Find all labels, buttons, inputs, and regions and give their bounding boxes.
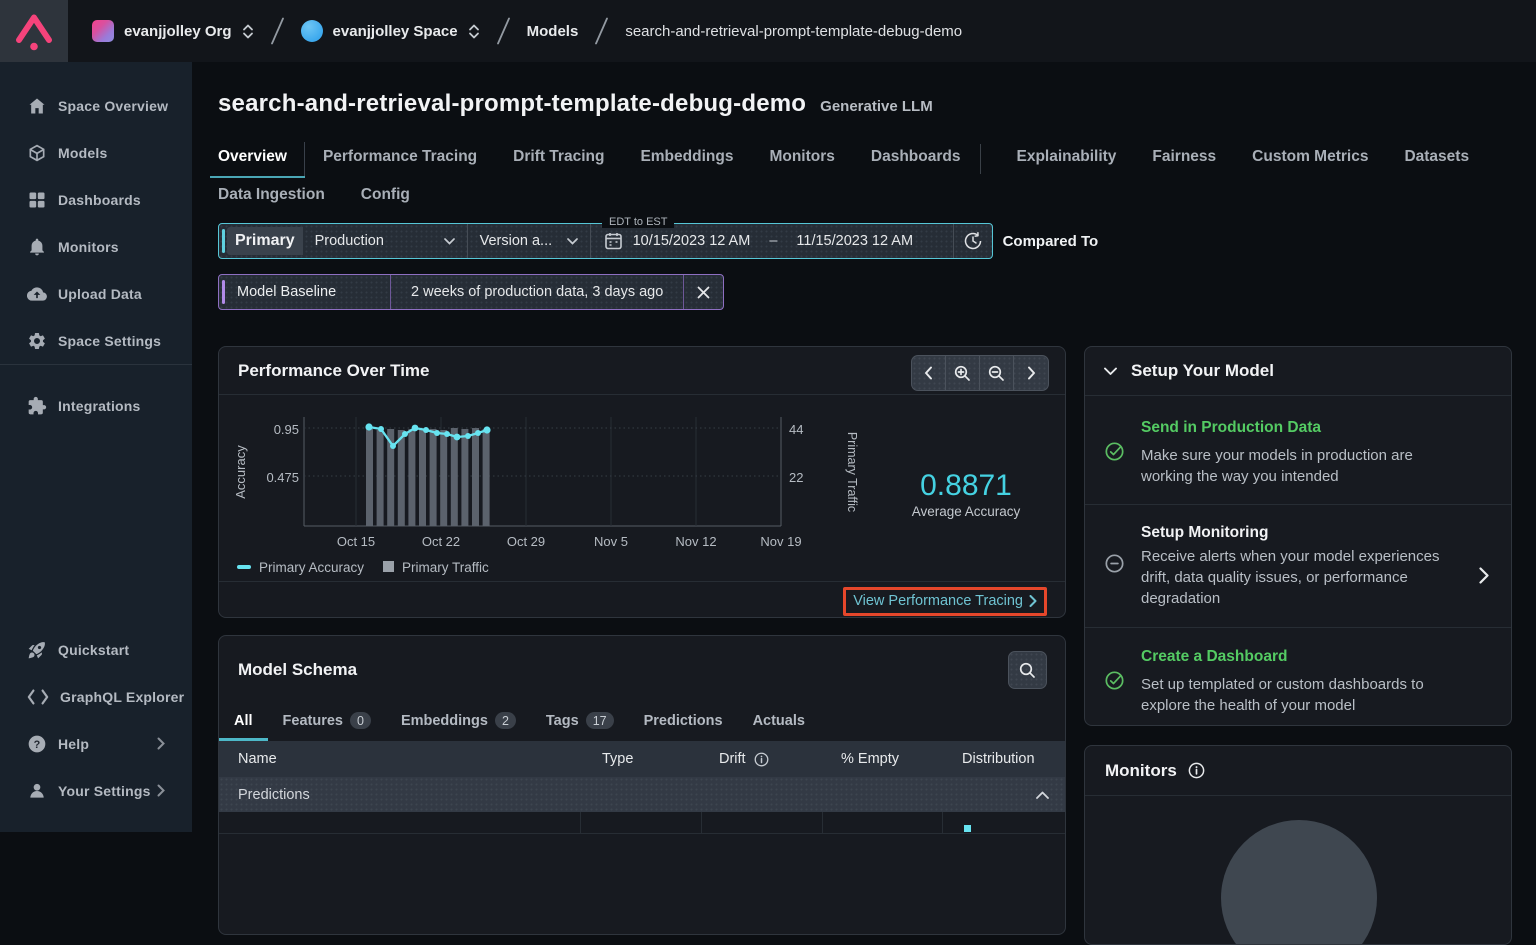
svg-text:Oct 15: Oct 15 xyxy=(337,534,375,549)
svg-text:Oct 29: Oct 29 xyxy=(507,534,545,549)
svg-text:0.8871: 0.8871 xyxy=(920,469,1012,502)
svg-text:Average Accuracy: Average Accuracy xyxy=(912,504,1021,519)
svg-text:0.95: 0.95 xyxy=(274,422,299,437)
svg-text:Primary Accuracy: Primary Accuracy xyxy=(259,560,364,575)
svg-text:Nov 19: Nov 19 xyxy=(760,534,801,549)
svg-text:Primary Traffic: Primary Traffic xyxy=(845,432,859,512)
svg-text:0.475: 0.475 xyxy=(266,470,299,485)
svg-text:Nov 12: Nov 12 xyxy=(675,534,716,549)
svg-text:Oct 22: Oct 22 xyxy=(422,534,460,549)
svg-text:44: 44 xyxy=(789,422,803,437)
svg-text:Nov 5: Nov 5 xyxy=(594,534,628,549)
svg-text:Accuracy: Accuracy xyxy=(233,445,248,499)
svg-text:?: ? xyxy=(34,738,41,750)
svg-text:22: 22 xyxy=(789,470,803,485)
svg-text:Primary Traffic: Primary Traffic xyxy=(402,560,489,575)
